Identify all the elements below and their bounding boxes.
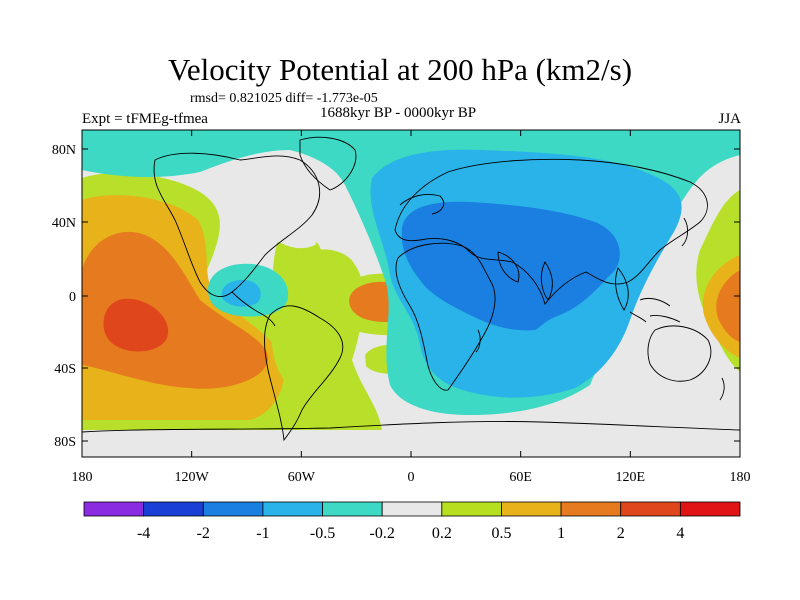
arabia-coast — [497, 251, 520, 283]
chart-title: Velocity Potential at 200 hPa (km2/s) — [167, 52, 633, 87]
colorbar-label: 4 — [676, 525, 684, 542]
japan-coast — [681, 217, 689, 247]
lat-tick-label: 80S — [54, 435, 76, 450]
colorbar-label: -2 — [197, 525, 210, 542]
contour-field — [82, 130, 740, 457]
central-america-coast — [231, 291, 276, 327]
eurasia-negative-core — [401, 201, 620, 331]
southeast-asia-coast — [615, 267, 629, 311]
colorbar-label: -4 — [137, 525, 150, 542]
colorbar-label: -0.5 — [310, 525, 335, 542]
southern-ocean-neutral — [385, 416, 740, 457]
colorbar-swatch — [501, 501, 562, 517]
colorbar-swatch — [83, 501, 145, 517]
maritime-continent-coast — [629, 297, 681, 323]
australia-coast — [647, 325, 712, 382]
americas-positive-band — [271, 232, 322, 392]
pacific-positive-core — [103, 298, 169, 352]
lat-tick-label: 80N — [52, 143, 76, 158]
colorbar-label: 0.2 — [432, 525, 452, 542]
colorbar-label: 0.5 — [491, 525, 511, 542]
colorbar: -4 -2 -1 -0.5 -0.2 0.2 0.5 1 2 4 — [83, 501, 741, 542]
lat-tick-label: 40N — [52, 216, 76, 231]
europe-coast — [399, 194, 445, 215]
stats-text: rmsd= 0.821025 diff= -1.773e-05 — [190, 91, 378, 106]
colorbar-swatch — [143, 501, 204, 517]
camerica-negative-core — [221, 280, 261, 307]
colorbar-swatch — [560, 501, 622, 517]
colorbar-swatch — [381, 501, 443, 517]
eurasia-coast — [394, 158, 708, 305]
experiment-label: Expt = tFMEg-tfmea — [82, 111, 208, 127]
colorbar-swatch — [441, 501, 502, 517]
india-coast — [540, 261, 553, 301]
westpac-positive-inner — [716, 270, 740, 342]
lon-tick-label: 120E — [616, 470, 646, 485]
colorbar-swatch — [322, 501, 383, 517]
antarctica-coast — [82, 421, 740, 433]
lon-tick-label: 60W — [288, 470, 316, 485]
colorbar-swatch — [202, 501, 264, 517]
lon-tick-label: 180 — [72, 470, 93, 485]
colorbar-label: 2 — [617, 525, 625, 542]
madagascar-coast — [475, 329, 481, 353]
greenland-coast — [299, 136, 357, 191]
south-america-coast — [264, 305, 344, 442]
period-text: 1688kyr BP - 0000kyr BP — [320, 105, 477, 121]
colorbar-label: -0.2 — [370, 525, 395, 542]
northam-neutral-gap — [228, 162, 321, 249]
lon-tick-label: 60E — [509, 470, 532, 485]
axes: 80N 40N 0 40S 80S 180 120W 60W 0 60E 120E 180 — [52, 130, 751, 485]
colorbar-swatch — [262, 501, 323, 517]
colorbar-swatch — [620, 501, 681, 517]
lon-tick-label: 180 — [730, 470, 751, 485]
new-zealand-coast — [719, 377, 725, 401]
colorbar-label: -1 — [256, 525, 269, 542]
colorbar-swatch — [679, 501, 741, 517]
season-label: JJA — [718, 111, 741, 127]
lon-tick-label: 120W — [175, 470, 210, 485]
north-america-coast — [153, 152, 321, 298]
lat-tick-label: 0 — [69, 290, 76, 305]
coastlines — [82, 136, 740, 442]
lat-tick-label: 40S — [54, 362, 76, 377]
colorbar-label: 1 — [557, 525, 565, 542]
lon-tick-label: 0 — [408, 470, 415, 485]
